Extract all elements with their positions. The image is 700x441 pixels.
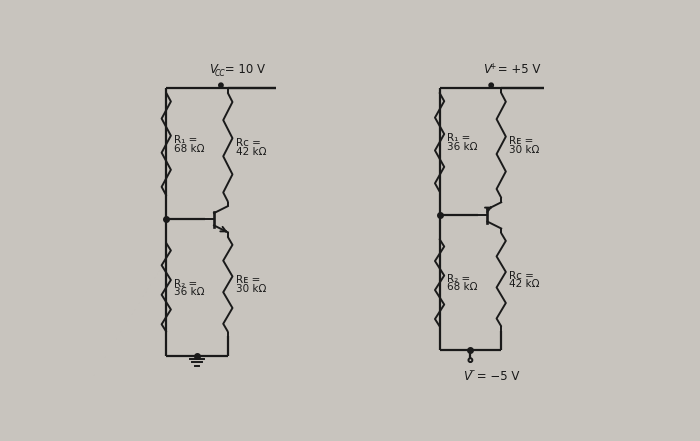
Text: R₁ =: R₁ = [447, 133, 470, 143]
Text: = 10 V: = 10 V [221, 63, 265, 76]
Text: CC: CC [215, 68, 225, 78]
Text: 42 kΩ: 42 kΩ [235, 147, 266, 157]
Text: 36 kΩ: 36 kΩ [174, 287, 204, 297]
Text: = −5 V: = −5 V [473, 370, 519, 383]
Text: V: V [463, 370, 470, 383]
Text: V: V [484, 63, 491, 76]
Text: V: V [209, 63, 218, 76]
Text: 42 kΩ: 42 kΩ [509, 279, 540, 289]
Text: Rᴄ =: Rᴄ = [235, 138, 260, 148]
Text: Rᴇ =: Rᴇ = [509, 136, 533, 146]
Text: Rᴄ =: Rᴄ = [509, 271, 534, 281]
Text: R₂ =: R₂ = [447, 274, 470, 284]
Text: +: + [489, 62, 496, 71]
Text: Rᴇ =: Rᴇ = [235, 276, 260, 285]
Text: R₁ =: R₁ = [174, 135, 197, 146]
Text: 68 kΩ: 68 kΩ [174, 144, 204, 154]
Text: 68 kΩ: 68 kΩ [447, 282, 478, 292]
Text: 30 kΩ: 30 kΩ [235, 284, 266, 294]
Text: −: − [468, 366, 475, 375]
Text: 36 kΩ: 36 kΩ [447, 142, 478, 152]
Text: R₂ =: R₂ = [174, 279, 197, 288]
Text: = +5 V: = +5 V [494, 63, 540, 76]
Text: 30 kΩ: 30 kΩ [509, 145, 539, 155]
